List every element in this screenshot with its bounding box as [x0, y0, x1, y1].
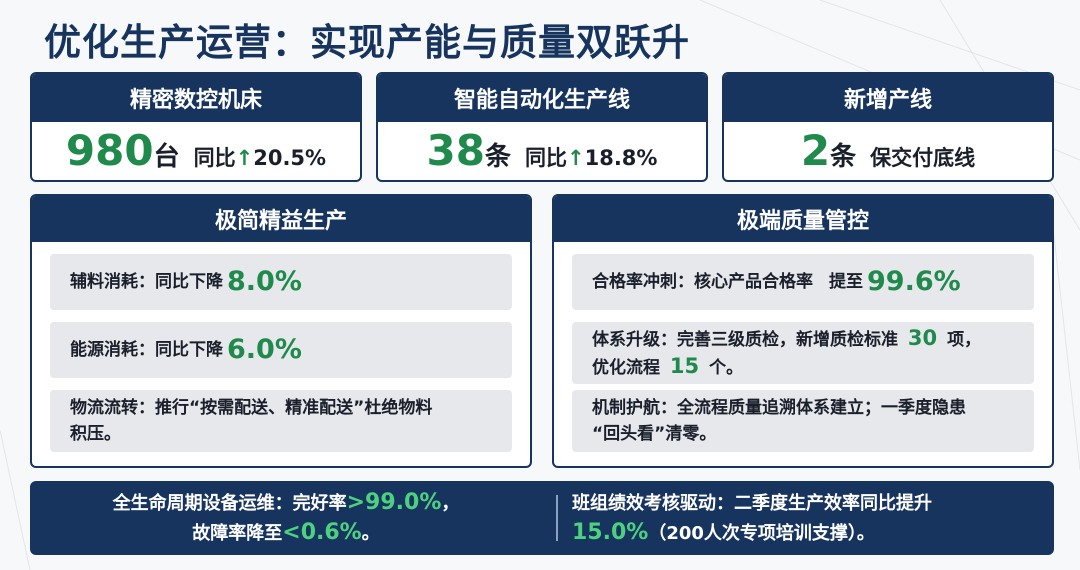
row-value: 6.0%	[227, 334, 302, 365]
aux-consumption-row: 辅料消耗：同比下降 8.0%	[50, 254, 512, 310]
panel-header: 极端质量管控	[554, 196, 1052, 242]
stat-card-automation: 智能自动化生产线 38 条 同比 ↑ 18.8%	[376, 72, 708, 182]
footer-text: 。	[361, 523, 380, 544]
stat-note: 同比	[193, 146, 236, 170]
lean-production-panel: 极简精益生产 辅料消耗：同比下降 8.0% 能源消耗：同比下降 6.0% 物流流…	[30, 194, 532, 468]
stat-unit: 条	[830, 142, 857, 172]
row-text: 体系升级：完善三级质检，新增质检标准	[592, 330, 898, 350]
footer-text: ，	[441, 493, 460, 514]
row-text-line: 物流流转：推行“按需配送、精准配送”杜绝物料	[70, 398, 433, 418]
footer-text: （200人次专项培训支撑）。	[648, 522, 875, 544]
footer-line: 班组绩效考核驱动：二季度生产效率同比提升	[572, 492, 932, 514]
stat-note: 同比	[525, 146, 567, 170]
stat-card-header: 智能自动化生产线	[378, 74, 706, 122]
row-text-line: 体系升级：完善三级质检，新增质检标准 30 项，	[592, 325, 981, 353]
row-value: 99.6%	[867, 266, 961, 297]
row-text-line: 优化流程 15 个。	[592, 353, 743, 381]
stat-note: 保交付底线	[870, 146, 976, 170]
row-text: 项，	[947, 330, 982, 350]
stat-growth: 20.5%	[253, 146, 327, 170]
row-prefix: 提至	[829, 272, 863, 292]
footer-banner: 全生命周期设备运维：完好率>99.0%， 故障率降至<0.6%。 班组绩效考核驱…	[30, 481, 1054, 555]
footer-line: 故障率降至<0.6%。	[192, 518, 379, 548]
stat-value: 2	[800, 126, 831, 175]
row-text-line: 机制护航：全流程质量追溯体系建立；一季度隐患	[592, 398, 966, 418]
row-label: 辅料消耗：同比下降	[70, 272, 223, 292]
stat-card-body: 980 台 同比 ↑ 20.5%	[32, 122, 360, 180]
footer-value: 15.0%	[572, 519, 649, 545]
stat-card-header: 新增产线	[724, 74, 1052, 122]
footer-text: 全生命周期设备运维：完好率	[112, 493, 347, 514]
stat-card-new-lines: 新增产线 2 条 保交付底线	[722, 72, 1054, 182]
stat-card-body: 2 条 保交付底线	[724, 122, 1052, 180]
stat-unit: 台	[153, 142, 180, 172]
stat-card-body: 38 条 同比 ↑ 18.8%	[378, 122, 706, 180]
system-upgrade-row: 体系升级：完善三级质检，新增质检标准 30 项， 优化流程 15 个。	[572, 322, 1034, 384]
stat-unit: 条	[484, 142, 511, 172]
stat-card-header: 精密数控机床	[32, 74, 360, 122]
pass-rate-row: 合格率冲刺：核心产品合格率 提至 99.6%	[572, 254, 1034, 310]
row-label: 能源消耗：同比下降	[70, 340, 223, 360]
footer-value: <0.6%	[282, 520, 362, 545]
row-value: 30	[907, 326, 938, 350]
row-text: 个。	[709, 358, 744, 378]
footer-divider	[556, 495, 558, 541]
stat-card-cnc: 精密数控机床 980 台 同比 ↑ 20.5%	[30, 72, 362, 182]
panel-header: 极简精益生产	[32, 196, 530, 242]
stat-growth: 18.8%	[584, 146, 658, 170]
row-value: 8.0%	[227, 266, 302, 297]
footer-value: >99.0%	[346, 490, 442, 515]
stat-value: 980	[65, 126, 154, 175]
stat-value: 38	[426, 126, 485, 175]
energy-consumption-row: 能源消耗：同比下降 6.0%	[50, 322, 512, 378]
footer-text: 故障率降至	[192, 523, 283, 544]
quality-control-panel: 极端质量管控 合格率冲刺：核心产品合格率 提至 99.6% 体系升级：完善三级质…	[552, 194, 1054, 468]
mechanism-row: 机制护航：全流程质量追溯体系建立；一季度隐患 “回头看”清零。	[572, 390, 1034, 452]
row-text: 优化流程	[592, 358, 660, 378]
up-arrow-icon: ↑	[567, 146, 585, 170]
footer-line: 15.0%（200人次专项培训支撑）。	[572, 518, 1042, 548]
row-value: 15	[669, 354, 700, 378]
up-arrow-icon: ↑	[235, 146, 254, 170]
row-text-line: “回头看”清零。	[592, 424, 717, 444]
footer-line: 全生命周期设备运维：完好率>99.0%，	[113, 488, 460, 518]
maintenance-summary: 全生命周期设备运维：完好率>99.0%， 故障率降至<0.6%。	[30, 481, 542, 555]
row-text-line: 积压。	[70, 424, 121, 444]
page-title: 优化生产运营：实现产能与质量双跃升	[44, 21, 690, 64]
row-label: 合格率冲刺：核心产品合格率	[592, 272, 813, 292]
logistics-row: 物流流转：推行“按需配送、精准配送”杜绝物料 积压。	[50, 390, 512, 452]
performance-summary: 班组绩效考核驱动：二季度生产效率同比提升 15.0%（200人次专项培训支撑）。	[572, 481, 1042, 555]
